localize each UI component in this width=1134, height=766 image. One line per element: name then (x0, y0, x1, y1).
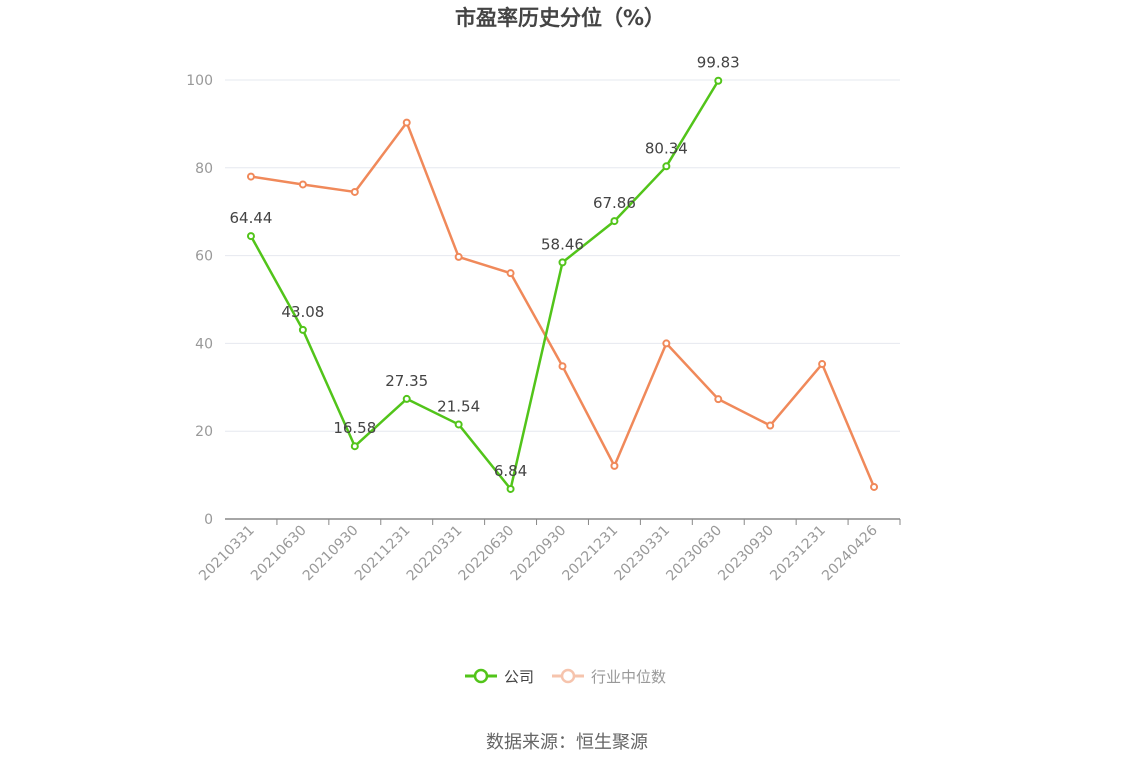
data-point (506, 269, 515, 278)
x-tick-label: 20211231 (352, 523, 414, 585)
y-tick-label: 60 (195, 249, 213, 265)
data-point (610, 461, 619, 470)
data-labels: 64.44 43.08 16.58 27.35 21.54 6.84 58.46 67.86 8… (229, 54, 739, 480)
x-tick-label: 20220930 (508, 523, 570, 585)
legend-label: 公司 (504, 668, 534, 686)
x-tick-label: 20240426 (819, 522, 881, 584)
x-tick-label: 20210630 (248, 523, 310, 585)
data-point (350, 187, 359, 196)
x-tick-label: 20221231 (560, 523, 622, 585)
y-tick-label: 20 (195, 424, 213, 440)
data-label: 6.84 (494, 462, 527, 480)
x-axis: 2021033120210630202109302021123120220331… (196, 518, 901, 585)
legend-label: 行业中位数 (591, 668, 666, 686)
legend-marker (473, 668, 489, 684)
data-point (766, 421, 775, 430)
data-label: 80.34 (645, 139, 688, 157)
chart-title: 市盈率历史分位（%） (454, 6, 666, 30)
data-point (662, 162, 671, 171)
data-point (454, 252, 463, 261)
y-axis: 0 20 40 60 80 100 (186, 73, 213, 528)
data-point (454, 420, 463, 429)
x-tick-label: 20220331 (404, 523, 466, 585)
legend-marker (560, 668, 576, 684)
data-point (402, 118, 411, 127)
data-point (246, 232, 255, 241)
data-point (402, 394, 411, 403)
y-tick-label: 80 (195, 161, 213, 177)
data-point (558, 258, 567, 267)
x-tick-label: 20230331 (611, 523, 673, 585)
x-tick-label: 20230630 (663, 523, 725, 585)
data-point (558, 362, 567, 371)
data-point (350, 442, 359, 451)
data-point (298, 325, 307, 334)
data-label: 27.35 (385, 372, 428, 390)
data-point (506, 484, 515, 493)
x-tick-label: 20220630 (456, 523, 518, 585)
series-lines (246, 76, 879, 493)
source-note: 数据来源：恒生聚源 (486, 732, 648, 753)
x-tick-label: 20210331 (196, 523, 258, 585)
data-label: 99.83 (697, 54, 740, 72)
grid-lines (225, 79, 900, 432)
data-label: 64.44 (229, 209, 272, 227)
data-label: 67.86 (593, 194, 636, 212)
data-point (298, 180, 307, 189)
data-point (610, 217, 619, 226)
y-tick-label: 0 (204, 512, 213, 528)
data-point (714, 76, 723, 85)
legend: 公司 行业中位数 (465, 668, 666, 686)
data-label: 43.08 (281, 303, 324, 321)
data-label: 16.58 (333, 419, 376, 437)
x-tick-label: 20210930 (300, 523, 362, 585)
x-tick-label: 20231231 (767, 523, 829, 585)
y-tick-label: 100 (186, 73, 213, 89)
data-point (246, 172, 255, 181)
data-label: 21.54 (437, 397, 480, 415)
data-point (662, 339, 671, 348)
series-line-0 (249, 80, 720, 491)
data-label: 58.46 (541, 235, 584, 253)
data-point (714, 395, 723, 404)
y-tick-label: 40 (195, 336, 213, 352)
x-tick-label: 20230930 (715, 523, 777, 585)
data-point (818, 360, 827, 369)
data-point (870, 482, 879, 491)
